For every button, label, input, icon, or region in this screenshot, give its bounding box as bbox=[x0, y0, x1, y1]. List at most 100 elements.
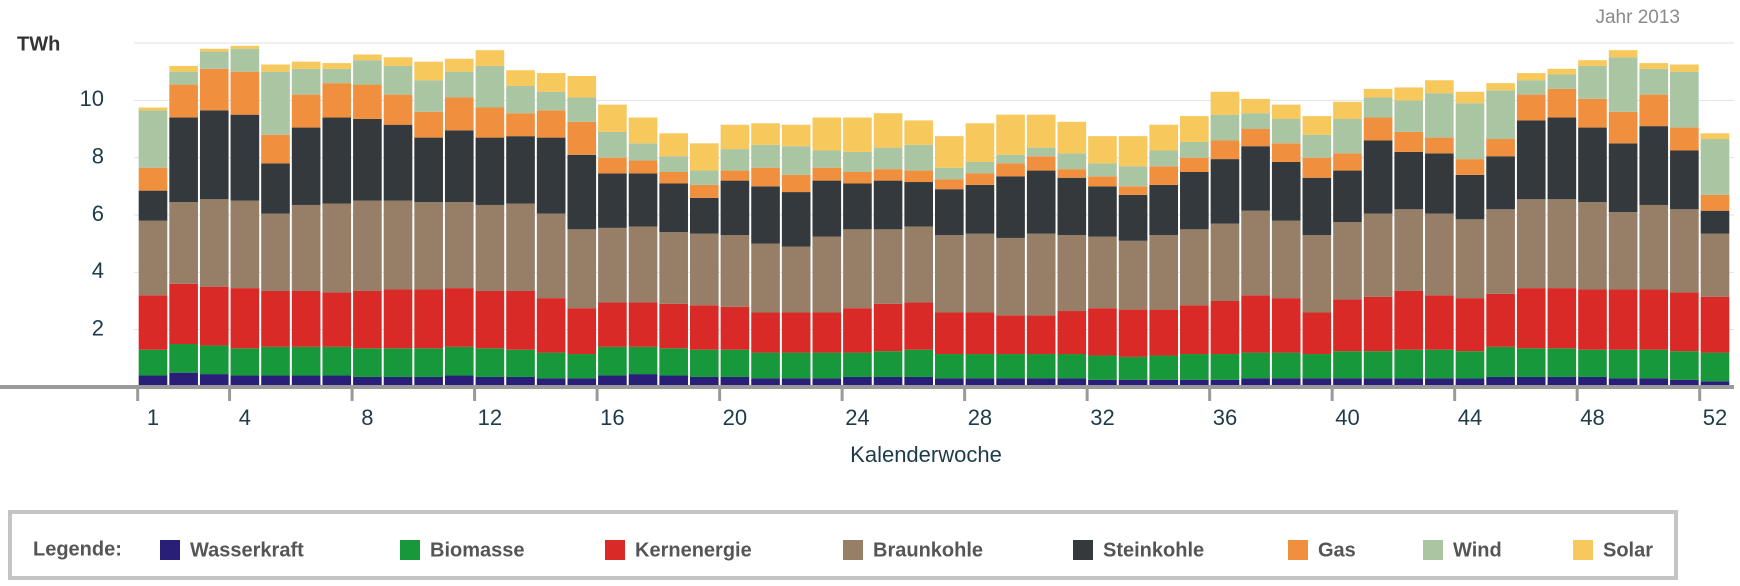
bar-segment bbox=[781, 124, 811, 147]
bar-segment bbox=[1333, 153, 1362, 171]
bar-segment bbox=[383, 65, 413, 95]
bar-segment bbox=[261, 134, 290, 164]
bar-segment bbox=[383, 376, 413, 387]
bar-segment bbox=[1394, 290, 1424, 350]
bar-segment bbox=[1394, 100, 1424, 132]
bar-segment bbox=[751, 123, 780, 145]
bar-segment bbox=[383, 94, 413, 125]
bar-segment bbox=[444, 58, 474, 72]
bar-segment bbox=[1333, 351, 1362, 379]
bar-segment bbox=[598, 227, 627, 303]
bar-segment bbox=[965, 161, 995, 174]
legend-label: Braunkohle bbox=[873, 539, 983, 561]
bar-segment bbox=[1302, 134, 1332, 158]
bar-segment bbox=[322, 203, 352, 293]
chart-subtitle: Jahr 2013 bbox=[1595, 7, 1680, 28]
x-tick-label: 36 bbox=[1213, 405, 1237, 430]
bar-segment bbox=[1149, 379, 1179, 387]
bar-segment bbox=[169, 283, 198, 344]
y-tick-label: 8 bbox=[92, 143, 104, 168]
bar-segment bbox=[904, 170, 933, 183]
y-tick-label: 4 bbox=[92, 258, 104, 283]
bar-segment bbox=[965, 184, 995, 234]
bar-segment bbox=[996, 315, 1025, 355]
bar-segment bbox=[751, 312, 780, 353]
bar-segment bbox=[353, 290, 382, 349]
bar-segment bbox=[843, 352, 872, 377]
bar-segment bbox=[904, 349, 933, 377]
bar-segment bbox=[1547, 288, 1577, 349]
bar-segment bbox=[291, 346, 321, 376]
bar-segment bbox=[1455, 159, 1485, 175]
bar-segment bbox=[1363, 296, 1393, 352]
bar-segment bbox=[1241, 352, 1270, 379]
bar-segment bbox=[1547, 117, 1577, 200]
bar-segment bbox=[1394, 131, 1424, 152]
bar-segment bbox=[506, 136, 535, 204]
bar-segment bbox=[720, 376, 750, 387]
bar-segment bbox=[720, 235, 750, 307]
bar-segment bbox=[506, 376, 535, 387]
bar-segment bbox=[1149, 150, 1179, 167]
bar-segment bbox=[965, 354, 995, 379]
bar-segment bbox=[1516, 120, 1546, 200]
bar-segment bbox=[169, 202, 198, 284]
bar-segment bbox=[1026, 147, 1056, 157]
x-tick-label: 8 bbox=[361, 405, 373, 430]
bar-segment bbox=[904, 302, 933, 350]
bar-segment bbox=[965, 312, 995, 355]
bar-segment bbox=[1180, 379, 1209, 387]
bar-segment bbox=[1608, 289, 1638, 350]
bar-segment bbox=[1394, 87, 1424, 101]
bar-segment bbox=[1026, 233, 1056, 316]
bar-segment bbox=[1639, 94, 1669, 127]
bar-segment bbox=[873, 351, 903, 377]
bar-segment bbox=[475, 376, 505, 387]
bar-segment bbox=[1486, 293, 1515, 347]
bar-segment bbox=[1425, 153, 1454, 214]
bar-segment bbox=[353, 118, 382, 201]
bar-segment bbox=[414, 61, 443, 81]
bar-segment bbox=[353, 200, 382, 291]
bar-segment bbox=[414, 137, 443, 203]
bar-segment bbox=[383, 200, 413, 290]
bar-segment bbox=[1455, 219, 1485, 299]
bar-segment bbox=[1700, 381, 1730, 387]
bar-segment bbox=[1302, 354, 1332, 379]
bar-segment bbox=[261, 213, 290, 291]
legend-swatch bbox=[1423, 540, 1443, 560]
bar-segment bbox=[1180, 141, 1209, 158]
bar-segment bbox=[965, 378, 995, 387]
bar-segment bbox=[414, 289, 443, 349]
bar-segment bbox=[383, 124, 413, 201]
bar-segment bbox=[1333, 101, 1362, 119]
bar-segment bbox=[1333, 170, 1362, 223]
bar-segment bbox=[1057, 121, 1087, 154]
bar-segment bbox=[567, 229, 597, 309]
bar-segment bbox=[1425, 93, 1454, 138]
bar-segment bbox=[598, 346, 627, 376]
bar-segment bbox=[322, 375, 352, 387]
bar-segment bbox=[598, 302, 627, 347]
bar-segment bbox=[1149, 166, 1179, 185]
bar-segment bbox=[751, 167, 780, 187]
bar-segment bbox=[322, 346, 352, 376]
bar-segment bbox=[1700, 133, 1730, 140]
bar-segment bbox=[965, 173, 995, 185]
bar-segment bbox=[598, 104, 627, 132]
bar-segment bbox=[812, 180, 842, 237]
bar-segment bbox=[781, 246, 811, 313]
bar-segment bbox=[996, 114, 1025, 155]
legend-label: Wind bbox=[1453, 539, 1502, 561]
bar-segment bbox=[598, 157, 627, 174]
bar-segment bbox=[383, 57, 413, 66]
bar-segment bbox=[1241, 295, 1270, 353]
bar-segment bbox=[1486, 90, 1515, 140]
bar-segment bbox=[1118, 166, 1148, 187]
bar-segment bbox=[1639, 378, 1669, 387]
bar-segment bbox=[843, 229, 872, 309]
bar-segment bbox=[659, 348, 688, 376]
legend-swatch bbox=[1288, 540, 1308, 560]
bar-segment bbox=[1180, 229, 1209, 306]
